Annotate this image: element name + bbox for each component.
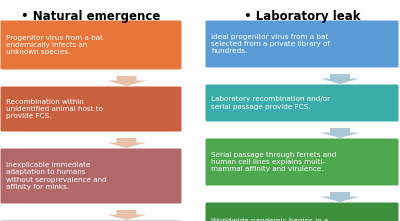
Text: • Natural emergence: • Natural emergence [21, 10, 161, 23]
FancyBboxPatch shape [206, 139, 398, 185]
Polygon shape [320, 128, 360, 138]
FancyBboxPatch shape [206, 21, 398, 67]
Polygon shape [106, 138, 146, 148]
Text: Worldwide pandemic begins in a
matter of months due to a virus
that was preadapt: Worldwide pandemic begins in a matter of… [211, 218, 339, 221]
Text: Serial passage through ferrets and
human cell lines explains multi-
mammal affin: Serial passage through ferrets and human… [211, 152, 336, 172]
FancyBboxPatch shape [0, 149, 182, 204]
Text: Laboratory recombination and/or
serial passage provide FCS.: Laboratory recombination and/or serial p… [211, 96, 330, 110]
Polygon shape [320, 192, 360, 202]
Text: • Laboratory leak: • Laboratory leak [244, 10, 360, 23]
Polygon shape [106, 76, 146, 86]
FancyBboxPatch shape [0, 86, 182, 131]
Polygon shape [106, 210, 146, 220]
FancyBboxPatch shape [206, 84, 398, 122]
Text: Recombination within
unidentified animal host to
provide FCS.: Recombination within unidentified animal… [6, 99, 103, 119]
Text: Inexplicable immediate
adaptation to humans
without seroprevalence and
affinity : Inexplicable immediate adaptation to hum… [6, 162, 107, 190]
Text: Progenitor virus from a bat
endemically infects an
unknown species.: Progenitor virus from a bat endemically … [6, 35, 103, 55]
FancyBboxPatch shape [206, 202, 398, 221]
FancyBboxPatch shape [0, 21, 182, 69]
Text: Ideal progenitor virus from a bat
selected from a private library of
hundreds.: Ideal progenitor virus from a bat select… [211, 34, 330, 54]
Polygon shape [320, 74, 360, 84]
